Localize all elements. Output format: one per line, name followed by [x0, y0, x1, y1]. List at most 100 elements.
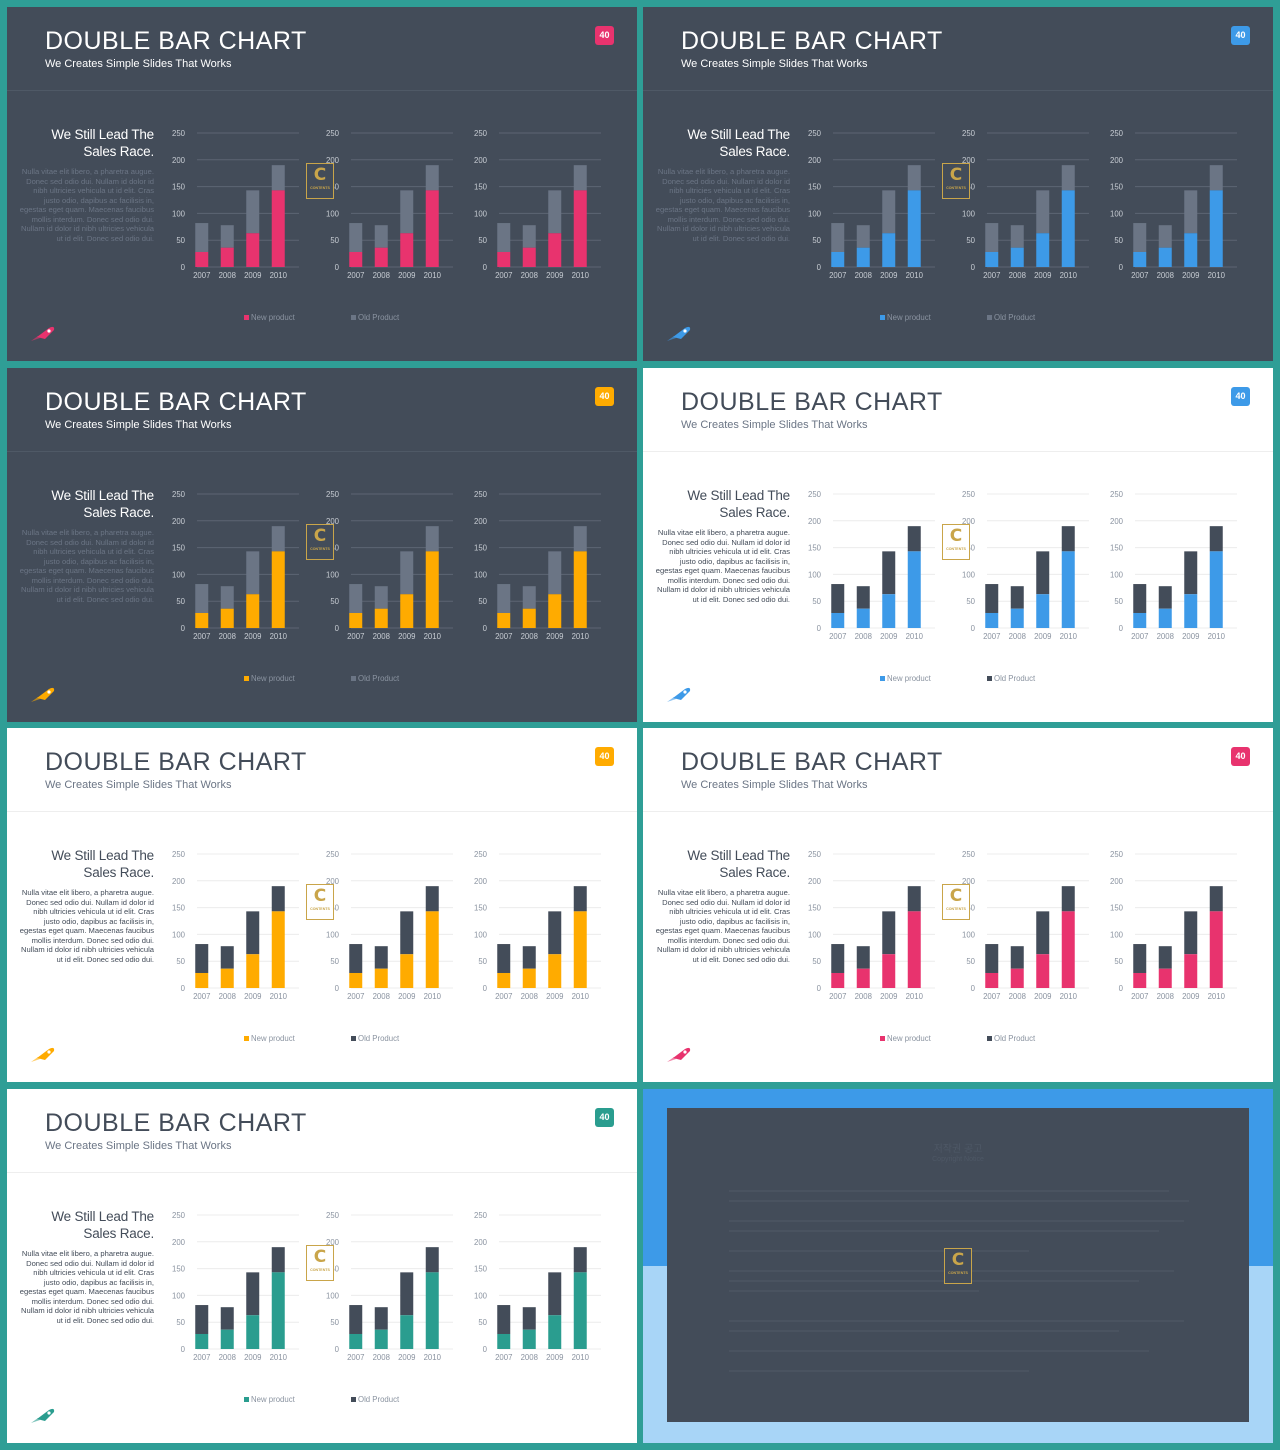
bar-old-product-2008	[1158, 946, 1172, 969]
y-tick-label: 250	[326, 1211, 340, 1220]
bar-old-product-2009	[1036, 911, 1050, 955]
x-tick-label: 2008	[219, 271, 236, 280]
y-tick-label: 100	[172, 1291, 186, 1300]
bar-new-product-2009	[1184, 954, 1198, 988]
y-tick-label: 250	[326, 850, 340, 859]
x-tick-label: 2008	[521, 632, 538, 641]
x-tick-label: 2010	[270, 992, 288, 1001]
legend-label: Old Product	[994, 313, 1036, 322]
x-tick-label: 2010	[1208, 632, 1226, 641]
bar-new-product-2007	[195, 612, 209, 628]
slide-blue-light: DOUBLE BAR CHART We Creates Simple Slides…	[643, 368, 1273, 722]
y-tick-label: 200	[962, 156, 976, 165]
y-tick-label: 50	[478, 1318, 487, 1327]
x-tick-label: 2008	[373, 271, 390, 280]
logo-letter: C	[951, 1250, 965, 1270]
bar-old-product-2010	[425, 1247, 439, 1273]
y-tick-label: 100	[1110, 570, 1124, 579]
x-tick-label: 2007	[983, 632, 1000, 641]
lead-heading: We Still Lead The Sales Race.	[687, 127, 790, 159]
bar-chart-3: 0 50 100 150 200 250 2007 2008 2009 2010	[474, 850, 601, 1001]
bar-new-product-2009	[1036, 594, 1050, 628]
bar-old-product-2010	[1061, 165, 1075, 191]
y-tick-label: 150	[808, 904, 822, 913]
bar-old-product-2010	[1061, 886, 1075, 912]
rocket-icon	[29, 325, 57, 348]
body-paragraph: Nulla vitae elit libero, a pharetra augu…	[19, 167, 154, 243]
bar-new-product-2008	[856, 968, 870, 988]
bar-old-product-2008	[220, 225, 234, 248]
bar-old-product-2010	[271, 165, 285, 191]
bar-new-product-2010	[1209, 190, 1223, 267]
bar-new-product-2007	[985, 972, 999, 988]
bar-old-product-2010	[1061, 526, 1075, 552]
bar-new-product-2008	[220, 608, 234, 628]
slide-subtitle: We Creates Simple Slides That Works	[45, 419, 232, 431]
bar-new-product-2008	[522, 247, 536, 267]
slide-orange-light: DOUBLE BAR CHART We Creates Simple Slides…	[7, 728, 637, 1082]
bar-old-product-2007	[985, 223, 999, 252]
x-tick-label: 2007	[347, 992, 364, 1001]
bar-new-product-2008	[374, 247, 388, 267]
x-tick-label: 2008	[855, 271, 872, 280]
bar-old-product-2010	[573, 165, 587, 191]
legend-swatch	[351, 1036, 356, 1042]
notice-text-line	[729, 1330, 1119, 1332]
x-tick-label: 2007	[829, 992, 846, 1001]
bar-old-product-2010	[907, 165, 921, 191]
x-tick-label: 2010	[572, 632, 590, 641]
y-tick-label: 100	[962, 930, 976, 939]
bar-old-product-2010	[1209, 165, 1223, 191]
y-tick-label: 0	[971, 984, 976, 993]
bar-old-product-2007	[497, 944, 511, 973]
y-tick-label: 50	[176, 236, 185, 245]
bar-new-product-2010	[907, 190, 921, 267]
bar-old-product-2007	[497, 1305, 511, 1334]
watermark-logo: C CONTENTS	[942, 524, 970, 560]
y-tick-label: 50	[966, 957, 975, 966]
x-tick-label: 2010	[906, 632, 924, 641]
y-tick-label: 150	[474, 544, 488, 553]
bar-new-product-2008	[522, 1329, 536, 1349]
x-tick-label: 2009	[1182, 992, 1199, 1001]
rocket-icon	[665, 1046, 693, 1069]
x-tick-label: 2009	[398, 271, 415, 280]
header-divider	[7, 90, 637, 91]
bar-old-product-2009	[548, 911, 562, 955]
legend-new-product: New product	[244, 313, 295, 322]
x-tick-label: 2008	[219, 1353, 236, 1362]
x-tick-label: 2008	[1157, 632, 1174, 641]
bar-new-product-2009	[246, 1315, 260, 1349]
bar-chart-3: 0 50 100 150 200 250 2007 2008 2009 2010	[1110, 490, 1237, 641]
bar-new-product-2009	[548, 233, 562, 267]
y-tick-label: 250	[172, 129, 186, 138]
bar-old-product-2009	[400, 551, 414, 595]
bar-new-product-2010	[907, 551, 921, 628]
bar-old-product-2009	[1036, 551, 1050, 595]
x-tick-label: 2007	[495, 1353, 512, 1362]
bar-old-product-2009	[1184, 551, 1198, 595]
bar-chart-3: 0 50 100 150 200 250 2007 2008 2009 2010	[1110, 129, 1237, 280]
bar-old-product-2009	[882, 911, 896, 955]
y-tick-label: 200	[474, 1238, 488, 1247]
bar-old-product-2009	[548, 1272, 562, 1316]
x-tick-label: 2007	[193, 632, 210, 641]
legend-swatch	[987, 315, 992, 321]
y-tick-label: 0	[1119, 624, 1124, 633]
lead-heading: We Still Lead The Sales Race.	[51, 127, 154, 159]
bar-new-product-2008	[1010, 968, 1024, 988]
logo-text: CONTENTS	[948, 1271, 968, 1275]
bar-old-product-2008	[522, 1307, 536, 1330]
notice-text-line	[729, 1200, 1189, 1202]
bar-new-product-2009	[548, 1315, 562, 1349]
bar-old-product-2007	[195, 1305, 209, 1334]
logo-letter: C	[313, 165, 327, 185]
bar-old-product-2009	[400, 911, 414, 955]
legend-new-product: New product	[880, 313, 931, 322]
x-tick-label: 2008	[373, 632, 390, 641]
bar-old-product-2008	[220, 586, 234, 609]
lead-heading: We Still Lead The Sales Race.	[687, 848, 790, 880]
y-tick-label: 150	[172, 1265, 186, 1274]
y-tick-label: 0	[817, 624, 822, 633]
